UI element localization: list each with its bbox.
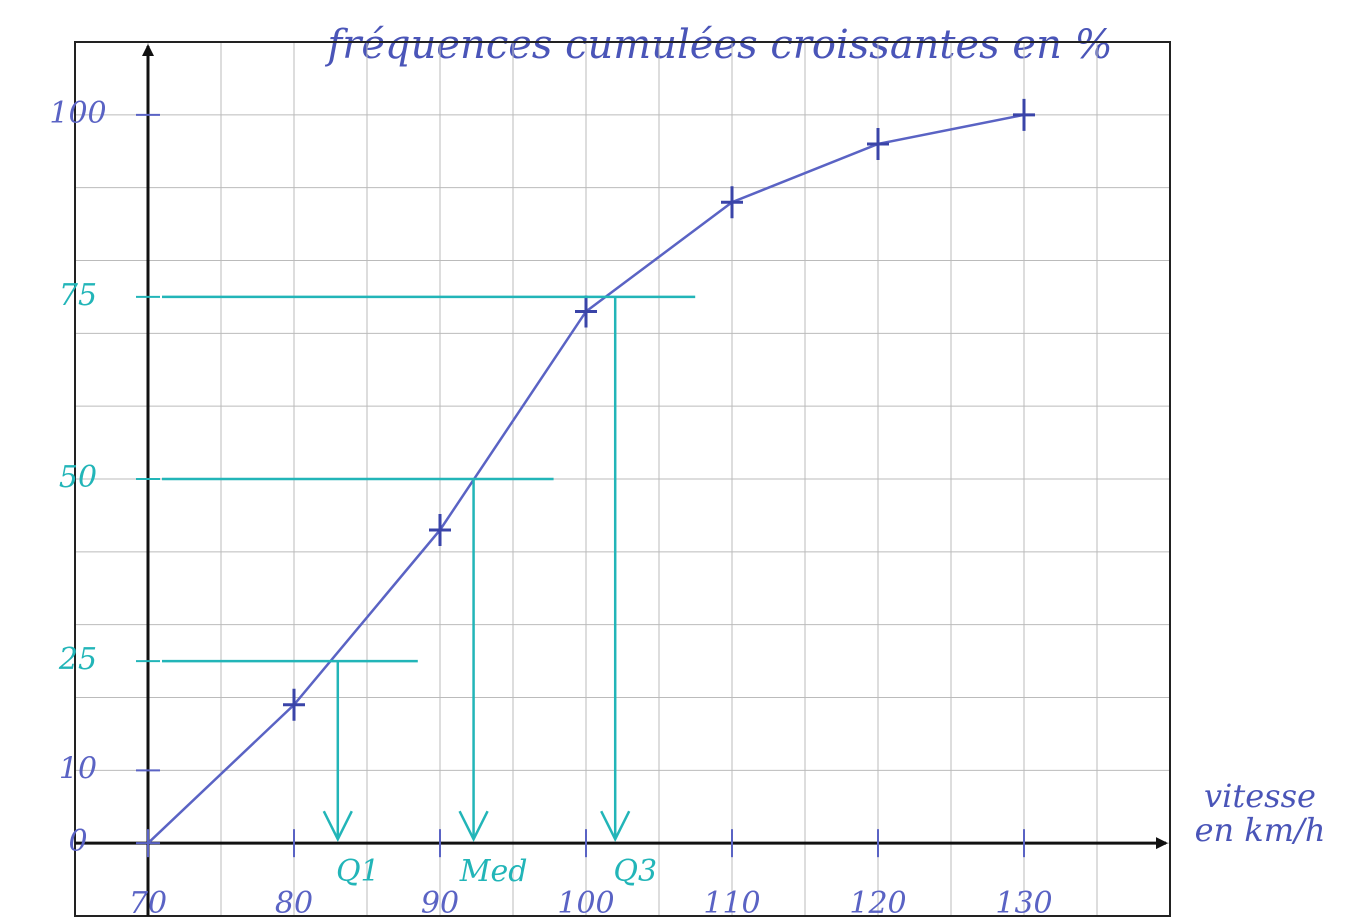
x-axis-arrow xyxy=(1156,837,1168,849)
point-marker xyxy=(1013,99,1035,131)
x-tick-label: 100 xyxy=(557,886,614,921)
x-axis-label: vitesse en km/h xyxy=(1180,780,1340,847)
y-tick-label: 50 xyxy=(59,460,97,495)
point-marker xyxy=(721,186,743,218)
x-tick-label: 70 xyxy=(129,886,167,921)
y-tick-label: 75 xyxy=(59,278,97,313)
point-marker xyxy=(867,128,889,160)
chart-title: fréquences cumulées croissantes en % xyxy=(324,22,1112,68)
chart: fréquences cumulées croissantes en % 0 10… xyxy=(0,0,1352,921)
point-marker xyxy=(283,689,305,721)
x-tick-label: 80 xyxy=(275,886,313,921)
y-tick-label: 100 xyxy=(49,96,106,131)
y-axis-arrow xyxy=(142,44,154,56)
x-tick-label: 110 xyxy=(703,886,760,921)
x-tick-label: 90 xyxy=(421,886,459,921)
x-tick-label: 130 xyxy=(995,886,1052,921)
x-tick-label: 120 xyxy=(849,886,906,921)
page: fréquences cumulées croissantes en % 0 10… xyxy=(0,0,1352,921)
quartile-label: Med xyxy=(459,854,528,889)
quartile-label: Q1 xyxy=(336,854,380,889)
y-tick-label: 25 xyxy=(58,642,97,677)
quartile-label: Q3 xyxy=(613,854,657,889)
y-tick-label: 0 xyxy=(68,824,87,859)
y-tick-label: 10 xyxy=(59,751,97,786)
